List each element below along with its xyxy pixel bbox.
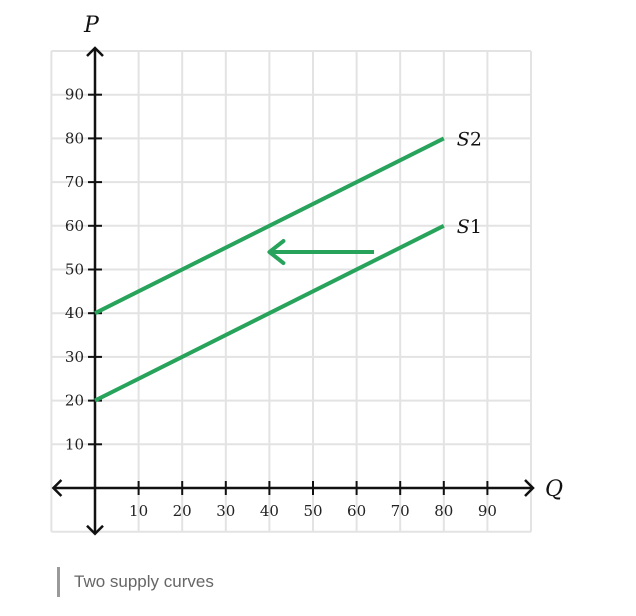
y-tick-label: 20 [65, 392, 84, 410]
caption-text: Two supply curves [74, 572, 214, 591]
series-label-s1: S1 [457, 216, 482, 238]
y-axis-title: P [83, 13, 100, 38]
y-axis-arrow-bottom [86, 524, 104, 536]
x-axis-arrow-left [51, 479, 63, 497]
series-label-s2: S2 [457, 128, 482, 150]
chart-axes [51, 46, 535, 536]
x-tick-label: 20 [173, 502, 192, 520]
y-tick-label: 90 [65, 86, 84, 104]
y-tick-label: 50 [65, 261, 84, 279]
series-lines: S2 S1 [94, 128, 482, 403]
x-tick-label: 70 [391, 502, 410, 520]
y-tick-label: 80 [65, 129, 84, 147]
shift-annotation [267, 239, 375, 266]
shift-arrow-head [267, 239, 286, 266]
figure-caption: Two supply curves [57, 567, 214, 597]
x-tick-label: 30 [216, 502, 235, 520]
y-tick-label: 60 [65, 217, 84, 235]
series-line-s2 [94, 136, 445, 315]
chart-grid [50, 50, 532, 533]
x-axis-title: Q [545, 477, 563, 502]
caption-bar [57, 567, 60, 597]
x-axis-arrow-right [524, 479, 535, 497]
x-tick-label: 90 [478, 502, 497, 520]
x-tick-label: 40 [260, 502, 279, 520]
x-tick-label: 50 [303, 502, 322, 520]
y-tick-label: 70 [65, 173, 84, 191]
series-line-s1 [94, 224, 445, 403]
y-tick-label: 40 [65, 304, 84, 322]
x-tick-label: 80 [434, 502, 453, 520]
y-tick-label: 30 [65, 348, 84, 366]
y-axis-arrow-top [86, 46, 104, 57]
axis-ticks: 10 20 30 40 50 60 70 80 90 10 20 30 40 50 60 70 80 90 [65, 86, 497, 520]
x-tick-label: 10 [129, 502, 148, 520]
y-tick-label: 10 [65, 435, 84, 453]
x-tick-label: 60 [347, 502, 366, 520]
